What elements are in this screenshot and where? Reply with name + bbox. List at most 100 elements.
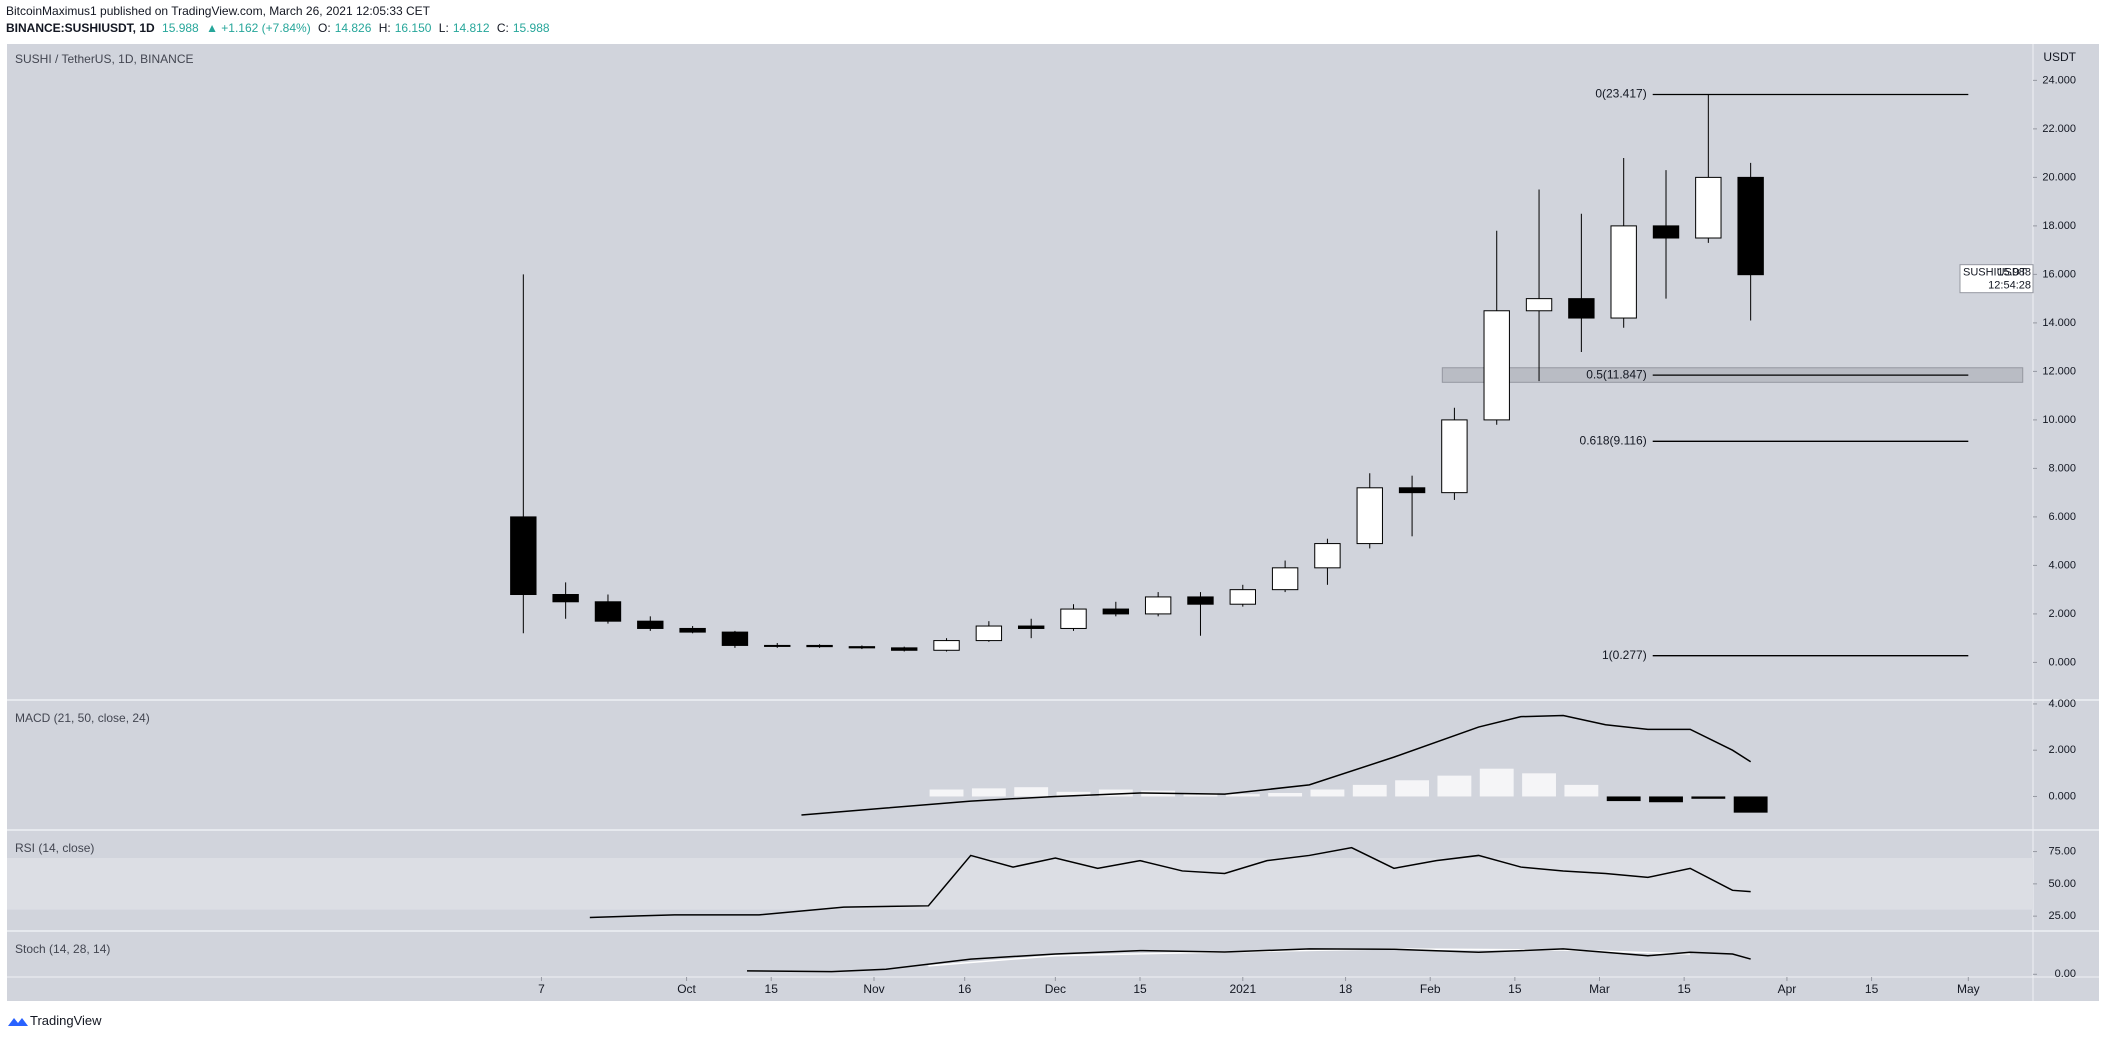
histogram-bar — [1649, 796, 1683, 803]
candle-body — [1398, 487, 1426, 494]
candle-body — [975, 625, 1003, 642]
candle-body — [806, 644, 833, 648]
fib-label: 0(23.417) — [1595, 87, 1646, 101]
candle-body — [679, 627, 706, 633]
series-line — [801, 714, 1752, 816]
candle-body — [1314, 543, 1341, 569]
ohlc-label: O: — [318, 21, 331, 35]
y-tick-label: 0.000 — [2048, 656, 2076, 668]
y-tick-label: 0.00 — [2055, 968, 2076, 980]
candle-body — [848, 646, 876, 649]
y-tick-label: 75.00 — [2048, 845, 2076, 857]
candle-body — [1610, 225, 1637, 319]
footer-brand: TradingView — [30, 1013, 102, 1028]
ohlc-label: L: — [438, 21, 449, 35]
ohlc-value: 15.988 — [512, 21, 550, 35]
author-line: BitcoinMaximus1 published on TradingView… — [6, 4, 431, 18]
y-tick-label: 4.000 — [2048, 559, 2076, 571]
x-tick-label: 7 — [538, 982, 545, 996]
chart: 7 Oct 15 Nov 16 Dec 15 2021 18 Feb 15 Mar 15 Apr 15 May… — [7, 44, 2099, 1001]
y-tick-label: 22.000 — [2042, 123, 2076, 135]
x-tick-label: Nov — [863, 982, 884, 996]
pane-title: Stoch (14, 28, 14) — [15, 942, 110, 956]
y-tick-label: 8.000 — [2048, 462, 2076, 474]
histogram-bar — [1310, 789, 1345, 797]
x-tick-label: 15 — [1508, 982, 1522, 996]
ohlc-label: H: — [378, 21, 391, 35]
price-label-value: 15.988 — [1997, 267, 2031, 279]
series-line — [589, 846, 1751, 919]
candle-body — [1356, 487, 1383, 545]
x-tick-label: Feb — [1420, 982, 1441, 996]
y-tick-label: 12.000 — [2042, 365, 2076, 377]
x-tick-label: 2021 — [1229, 982, 1256, 996]
candle-body — [1483, 310, 1510, 421]
x-tick-label: May — [1957, 982, 1980, 996]
symbol: BINANCE:SUSHIUSDT, 1D — [6, 21, 155, 35]
y-tick-label: 0.000 — [2048, 790, 2076, 802]
y-tick-label: 50.00 — [2048, 878, 2076, 890]
histogram-bar — [1056, 791, 1091, 797]
histogram-bar — [1606, 796, 1641, 802]
pane-title: RSI (14, close) — [15, 841, 94, 855]
histogram-bar — [1225, 794, 1260, 797]
y-tick-label: 2.000 — [2048, 744, 2076, 756]
x-tick-label: Apr — [1778, 982, 1797, 996]
rsi-band — [7, 858, 2033, 910]
change: ▲ +1.162 (+7.84%) — [206, 21, 311, 35]
y-tick-label: 24.000 — [2042, 74, 2076, 86]
chart-background — [7, 44, 2099, 1001]
histogram-bar — [971, 788, 1006, 797]
pane-title: SUSHI / TetherUS, 1D, BINANCE — [15, 52, 194, 66]
y-tick-label: 4.000 — [2048, 698, 2076, 710]
histogram-bar — [1522, 773, 1556, 797]
ohlc-label: C: — [496, 21, 509, 35]
histogram-bar — [1098, 789, 1133, 797]
candle-body — [1060, 608, 1087, 629]
fib-label: 0.5(11.847) — [1586, 367, 1647, 381]
x-tick-label: 18 — [1339, 982, 1353, 996]
candle-body — [1695, 176, 1722, 239]
symbol-line: BINANCE:SUSHIUSDT, 1D 15.988 ▲ +1.162 (+… — [6, 21, 554, 35]
fib-label: 0.618(9.116) — [1580, 434, 1647, 448]
histogram-bar — [929, 789, 964, 797]
candle-body — [1144, 596, 1172, 615]
candle-body — [637, 620, 664, 629]
candle-body — [552, 594, 579, 603]
price-label-symbol: SUSHIUSDT — [1963, 267, 2027, 279]
candle-body — [1737, 176, 1764, 276]
candle-body — [1229, 589, 1256, 605]
candle-body — [933, 640, 960, 651]
candle-body — [510, 516, 537, 596]
histogram-bar — [1268, 792, 1303, 797]
candle-body — [1441, 419, 1468, 494]
histogram-bar — [1437, 775, 1472, 797]
logo — [8, 1018, 28, 1026]
ohlc-value: 14.826 — [334, 21, 372, 35]
candle-body — [1652, 225, 1680, 239]
x-tick-label: Mar — [1589, 982, 1610, 996]
y-tick-label: 14.000 — [2042, 317, 2076, 329]
publish-line: BitcoinMaximus1 published on TradingView… — [6, 4, 434, 18]
y-tick-label: 10.000 — [2042, 414, 2076, 426]
candle-body — [1187, 596, 1214, 605]
histogram-bar — [1183, 792, 1218, 797]
y-tick-label: 2.000 — [2048, 608, 2076, 620]
x-tick-label: Dec — [1045, 982, 1066, 996]
candle-body — [1271, 567, 1299, 591]
candle-body — [594, 601, 622, 622]
y-tick-label: 18.000 — [2042, 220, 2076, 232]
candle-body — [1102, 608, 1130, 615]
last-price: 15.988 — [162, 21, 199, 35]
y-tick-label: 20.000 — [2042, 171, 2076, 183]
histogram-bar — [1395, 780, 1430, 797]
x-tick-label: 15 — [1133, 982, 1147, 996]
x-tick-label: 15 — [1677, 982, 1691, 996]
y-tick-label: 25.00 — [2048, 910, 2076, 922]
candle-body — [1017, 625, 1045, 629]
ohlc-value: 14.812 — [452, 21, 490, 35]
histogram-bar — [1691, 796, 1726, 799]
pane-title: MACD (21, 50, close, 24) — [15, 711, 150, 725]
fib-label: 1(0.277) — [1602, 648, 1647, 662]
